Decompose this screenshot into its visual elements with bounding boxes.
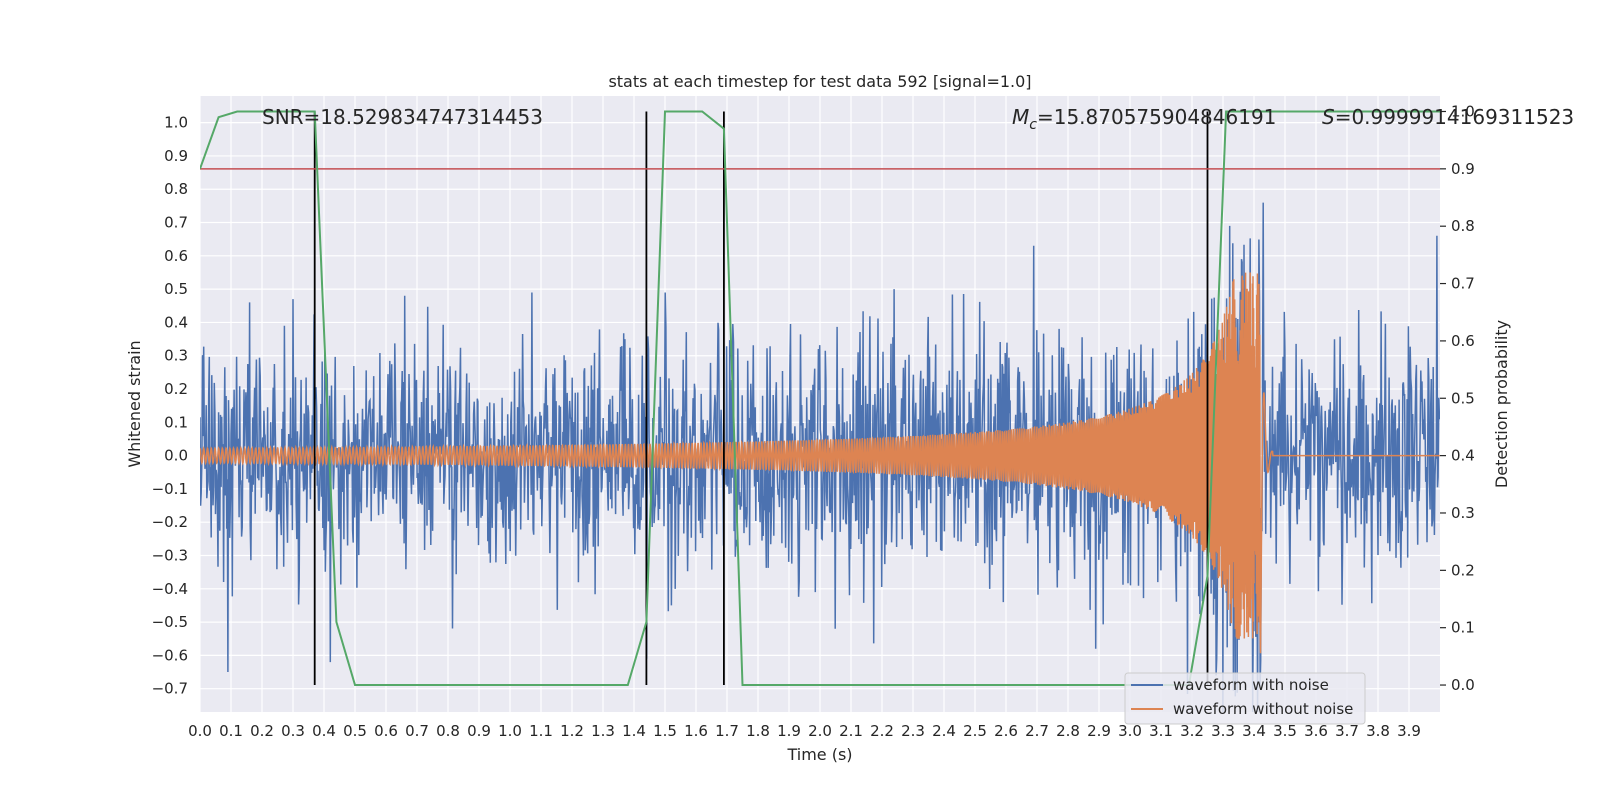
x-tick-label: 3.0 <box>1118 722 1142 740</box>
x-tick-label: 1.9 <box>777 722 801 740</box>
y-right-tick-label: 0.6 <box>1451 332 1475 350</box>
series-waveform-with-noise <box>200 202 1440 712</box>
y-left-tick-label: 0.6 <box>164 247 188 265</box>
x-tick-label: 1.5 <box>653 722 677 740</box>
x-tick-label: 0.8 <box>436 722 460 740</box>
x-tick-label: 3.3 <box>1211 722 1235 740</box>
chirp-mass-subscript: c <box>1029 117 1037 133</box>
y-axis-label-left: Whitened strain <box>125 340 144 467</box>
series-detection-probability <box>200 110 1440 686</box>
x-tick-label: 0.4 <box>312 722 336 740</box>
x-tick-labels: 0.0 0.1 0.2 0.3 0.4 0.5 0.6 0.7 0.8 0.9 1.0 1.1 1.2 1… <box>188 722 1421 740</box>
x-tick-label: 1.3 <box>591 722 615 740</box>
y-right-tick-label: 0.9 <box>1451 160 1475 178</box>
x-tick-label: 2.7 <box>1025 722 1049 740</box>
x-tick-label: 2.4 <box>932 722 956 740</box>
x-tick-label: 0.2 <box>250 722 274 740</box>
y-left-tick-label: 0.2 <box>164 380 188 398</box>
x-tick-label: 1.2 <box>560 722 584 740</box>
y-right-tick-label: 0.4 <box>1451 447 1475 465</box>
y-left-tick-label: −0.2 <box>152 513 188 531</box>
y-right-tick-label: 1.0 <box>1451 102 1475 120</box>
y-right-tick-label: 0.0 <box>1451 676 1475 694</box>
x-tick-label: 3.6 <box>1304 722 1328 740</box>
x-tick-label: 2.1 <box>839 722 863 740</box>
legend-label-with-noise: waveform with noise <box>1173 676 1329 694</box>
x-tick-label: 0.7 <box>405 722 429 740</box>
y-left-tick-label: 0.3 <box>164 347 188 365</box>
y-right-tick-label: 0.8 <box>1451 217 1475 235</box>
x-tick-label: 2.3 <box>901 722 925 740</box>
y-left-tick-label: 0.5 <box>164 280 188 298</box>
x-tick-label: 2.8 <box>1056 722 1080 740</box>
x-tick-label: 0.9 <box>467 722 491 740</box>
x-tick-label: 3.9 <box>1397 722 1421 740</box>
x-tick-label: 0.6 <box>374 722 398 740</box>
s-symbol: S <box>1322 105 1335 129</box>
series-waveform-without-noise <box>200 272 1440 654</box>
x-tick-label: 3.2 <box>1180 722 1204 740</box>
y-left-tick-label: 0.8 <box>164 180 188 198</box>
y-right-tick-label: 0.7 <box>1451 275 1475 293</box>
y-right-tick-label: 0.3 <box>1451 504 1475 522</box>
legend: waveform with noise waveform without noi… <box>1124 672 1366 725</box>
y-left-tick-label: 0.9 <box>164 147 188 165</box>
y-right-tick-label: 0.1 <box>1451 619 1475 637</box>
y-left-tick-label: −0.4 <box>152 580 188 598</box>
chirp-mass-annotation: Mc=15.870575904846191 <box>1012 105 1276 133</box>
y-left-tick-label: −0.6 <box>152 646 188 664</box>
chirp-mass-symbol: M <box>1012 105 1029 129</box>
x-tick-label: 3.1 <box>1149 722 1173 740</box>
y-left-tick-label: −0.3 <box>152 547 188 565</box>
s-value: =0.9999914169311523 <box>1335 105 1574 129</box>
y-left-tick-label: −0.5 <box>152 613 188 631</box>
x-tick-label: 1.4 <box>622 722 646 740</box>
x-tick-label: 3.4 <box>1242 722 1266 740</box>
y-axis-label-right: Detection probability <box>1492 320 1511 488</box>
legend-box <box>1124 672 1366 725</box>
x-tick-label: 0.5 <box>343 722 367 740</box>
s-annotation: S=0.9999914169311523 <box>1322 105 1574 129</box>
y-right-tick-label: 0.2 <box>1451 561 1475 579</box>
y-left-tick-label: 0.0 <box>164 447 188 465</box>
x-tick-label: 3.8 <box>1366 722 1390 740</box>
x-tick-label: 1.0 <box>498 722 522 740</box>
y-left-tick-label: 0.1 <box>164 413 188 431</box>
y-left-tick-labels: 1.0 0.9 0.8 0.7 0.6 0.5 0.4 0.3 0.2 0.1 0.0 −0.1 −0.… <box>152 114 188 698</box>
x-tick-label: 3.7 <box>1335 722 1359 740</box>
y-left-tick-label: 0.7 <box>164 214 188 232</box>
snr-annotation: SNR=18.529834747314453 <box>262 105 543 129</box>
chirp-mass-value: =15.870575904846191 <box>1037 105 1276 129</box>
y-left-tick-label: 1.0 <box>164 114 188 132</box>
y-left-tick-label: −0.1 <box>152 480 188 498</box>
y-left-tick-label: 0.4 <box>164 313 188 331</box>
x-tick-label: 2.9 <box>1087 722 1111 740</box>
x-tick-label: 2.6 <box>994 722 1018 740</box>
x-tick-label: 1.1 <box>529 722 553 740</box>
x-tick-label: 1.8 <box>746 722 770 740</box>
x-tick-label: 2.5 <box>963 722 987 740</box>
x-tick-label: 0.0 <box>188 722 212 740</box>
x-axis-label: Time (s) <box>786 745 852 764</box>
x-tick-label: 0.3 <box>281 722 305 740</box>
y-right-tick-label: 0.5 <box>1451 389 1475 407</box>
x-tick-label: 1.7 <box>715 722 739 740</box>
vertical-markers <box>313 111 1209 686</box>
x-tick-label: 3.5 <box>1273 722 1297 740</box>
x-tick-label: 2.2 <box>870 722 894 740</box>
legend-label-without-noise: waveform without noise <box>1173 700 1353 718</box>
y-right-tick-labels: 1.0 0.9 0.8 0.7 0.6 0.5 0.4 0.3 0.2 0.1 0.0 <box>1440 102 1475 694</box>
x-tick-label: 1.6 <box>684 722 708 740</box>
y-left-tick-label: −0.7 <box>152 680 188 698</box>
chart-title: stats at each timestep for test data 592… <box>608 72 1031 91</box>
x-tick-label: 0.1 <box>219 722 243 740</box>
x-tick-label: 2.0 <box>808 722 832 740</box>
